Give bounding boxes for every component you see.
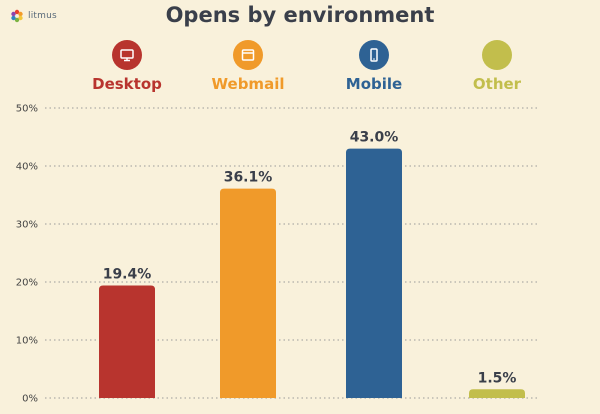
value-label-webmail: 36.1% xyxy=(224,170,273,186)
y-tick-label: 10% xyxy=(16,336,38,347)
legend-circle-other xyxy=(482,40,512,70)
legend-circle-webmail xyxy=(233,40,263,70)
value-label-mobile: 43.0% xyxy=(350,130,399,146)
legend-label-desktop: Desktop xyxy=(92,75,162,93)
legend-label-mobile: Mobile xyxy=(345,75,403,93)
legend-circle-mobile xyxy=(359,40,389,70)
legend-item-mobile: Mobile xyxy=(319,40,429,93)
y-tick-label: 50% xyxy=(16,104,38,115)
value-label-other: 1.5% xyxy=(478,370,517,386)
browser-window-icon xyxy=(241,49,255,61)
value-label-desktop: 19.4% xyxy=(103,266,152,282)
legend-item-other: Other xyxy=(442,40,552,93)
legend-item-webmail: Webmail xyxy=(193,40,303,93)
y-tick-label: 30% xyxy=(16,220,38,231)
legend-label-webmail: Webmail xyxy=(211,75,285,93)
mobile-phone-icon xyxy=(370,48,378,62)
bar-webmail xyxy=(220,188,276,398)
bar-mobile xyxy=(346,148,402,398)
litmus-logo: litmus xyxy=(10,9,57,23)
legend-label-other: Other xyxy=(472,75,522,93)
y-tick-label: 40% xyxy=(16,162,38,173)
legend: Desktop Webmail Mobile Other xyxy=(0,40,600,96)
bar-other xyxy=(469,389,525,398)
legend-item-desktop: Desktop xyxy=(72,40,182,93)
y-tick-label: 0% xyxy=(22,394,38,405)
logo-text: litmus xyxy=(28,11,57,21)
chart-title: Opens by environment xyxy=(165,3,435,27)
y-tick-label: 20% xyxy=(16,278,38,289)
desktop-monitor-icon xyxy=(120,49,134,62)
litmus-logo-icon xyxy=(11,9,23,23)
legend-circle-desktop xyxy=(112,40,142,70)
bar-desktop xyxy=(99,285,155,398)
